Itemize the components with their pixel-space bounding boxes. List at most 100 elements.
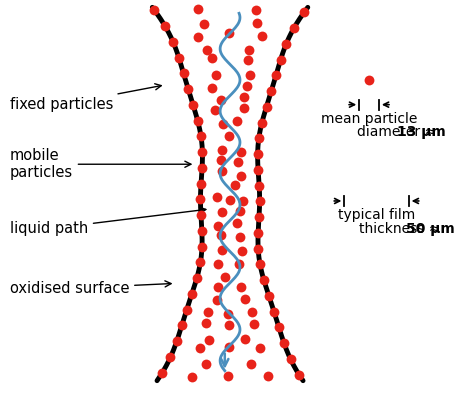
Point <box>238 173 245 179</box>
Point <box>158 370 166 376</box>
Point <box>197 212 205 218</box>
Point <box>246 72 254 78</box>
Point <box>241 296 248 302</box>
Point <box>213 297 221 303</box>
Point <box>196 345 204 351</box>
Point <box>265 293 272 299</box>
Point <box>237 284 245 290</box>
Point <box>226 30 233 37</box>
Point <box>202 361 210 368</box>
Point <box>270 309 278 315</box>
Point <box>226 322 233 328</box>
Text: oxidised surface: oxidised surface <box>9 281 171 296</box>
Point <box>231 182 239 189</box>
Point <box>226 197 234 204</box>
Point <box>255 214 263 220</box>
Point <box>260 277 268 283</box>
Point <box>217 97 225 104</box>
Point <box>194 6 202 12</box>
Point <box>280 340 288 346</box>
Point <box>235 261 243 268</box>
Point <box>214 223 222 229</box>
Text: liquid path: liquid path <box>9 207 206 236</box>
Point <box>218 209 226 215</box>
Point <box>198 243 206 250</box>
Point <box>197 133 205 139</box>
Point <box>256 261 264 268</box>
Point <box>224 311 231 317</box>
Point <box>212 72 220 78</box>
Point <box>178 322 185 329</box>
Point <box>219 168 226 175</box>
Point <box>175 54 183 61</box>
Point <box>243 82 251 89</box>
Point <box>254 230 262 236</box>
Point <box>258 119 266 126</box>
Point <box>166 354 174 360</box>
Point <box>365 77 373 83</box>
Point <box>234 118 241 124</box>
Point <box>184 86 192 92</box>
Point <box>236 208 244 214</box>
Point <box>245 57 252 63</box>
Point <box>204 309 212 315</box>
Point <box>237 149 245 155</box>
Point <box>256 345 263 351</box>
Point <box>236 234 244 240</box>
Point <box>224 372 232 379</box>
Point <box>234 219 241 226</box>
Point <box>197 180 205 187</box>
Point <box>253 7 260 14</box>
Point <box>198 228 206 234</box>
Point <box>251 321 258 327</box>
Text: typical film: typical film <box>338 208 415 222</box>
Point <box>239 198 246 204</box>
Point <box>277 56 284 63</box>
Point <box>264 373 272 379</box>
Text: thickness ≈: thickness ≈ <box>359 222 444 236</box>
Point <box>188 374 196 381</box>
Point <box>202 320 210 326</box>
Point <box>272 72 280 78</box>
Point <box>161 23 169 29</box>
Point <box>208 85 215 91</box>
Point <box>225 133 233 139</box>
Point <box>256 198 263 204</box>
Point <box>238 248 245 254</box>
Point <box>193 275 201 281</box>
Point <box>214 261 221 267</box>
Point <box>150 7 158 13</box>
Point <box>214 284 222 291</box>
Point <box>183 307 191 313</box>
Point <box>194 117 201 124</box>
Point <box>296 372 303 378</box>
Point <box>290 25 298 31</box>
Point <box>200 20 208 27</box>
Point <box>263 104 271 110</box>
Point <box>205 336 213 343</box>
Point <box>194 34 202 40</box>
Point <box>198 165 206 171</box>
Point <box>240 105 248 111</box>
Point <box>197 196 204 203</box>
Point <box>247 361 255 367</box>
Point <box>169 39 177 45</box>
Text: 13 μm: 13 μm <box>397 125 446 139</box>
Point <box>245 46 253 53</box>
Point <box>254 167 262 173</box>
Point <box>218 247 226 253</box>
Point <box>225 344 232 351</box>
Point <box>208 54 215 61</box>
Point <box>217 232 225 238</box>
Point <box>255 135 263 141</box>
Text: diameter ≈: diameter ≈ <box>357 125 441 139</box>
Point <box>254 151 262 157</box>
Point <box>255 182 263 189</box>
Point <box>173 338 181 344</box>
Point <box>188 291 196 297</box>
Point <box>180 70 187 76</box>
Point <box>203 47 211 53</box>
Point <box>300 9 308 15</box>
Text: 50 μm: 50 μm <box>406 222 455 236</box>
Point <box>253 19 261 26</box>
